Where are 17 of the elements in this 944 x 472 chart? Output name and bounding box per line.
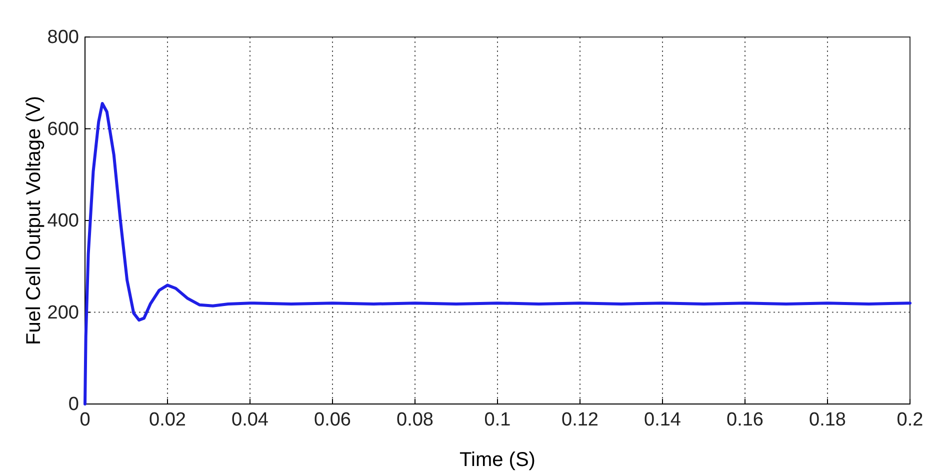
x-tick-label: 0.14 [644,409,682,430]
x-tick-label: 0.16 [726,409,764,430]
x-tick-label: 0.12 [562,409,598,430]
x-tick-label: 0.2 [896,409,924,430]
x-tick-label: 0.02 [149,409,186,430]
y-axis-title: Fuel Cell Output Voltage (V) [23,96,45,346]
x-axis-title: Time (S) [460,449,536,471]
y-tick-label: 0 [68,394,79,416]
y-tick-label: 600 [47,118,79,140]
x-tick-label: 0.18 [809,409,846,430]
y-tick-label: 200 [47,302,79,324]
x-tick-label: 0.04 [232,409,269,430]
y-tick-label: 400 [47,210,79,232]
y-tick-label: 800 [47,27,79,48]
x-tick-label: 0.06 [314,409,351,430]
x-tick-label: 0.1 [484,409,511,430]
x-tick-label: 0.08 [396,409,434,430]
